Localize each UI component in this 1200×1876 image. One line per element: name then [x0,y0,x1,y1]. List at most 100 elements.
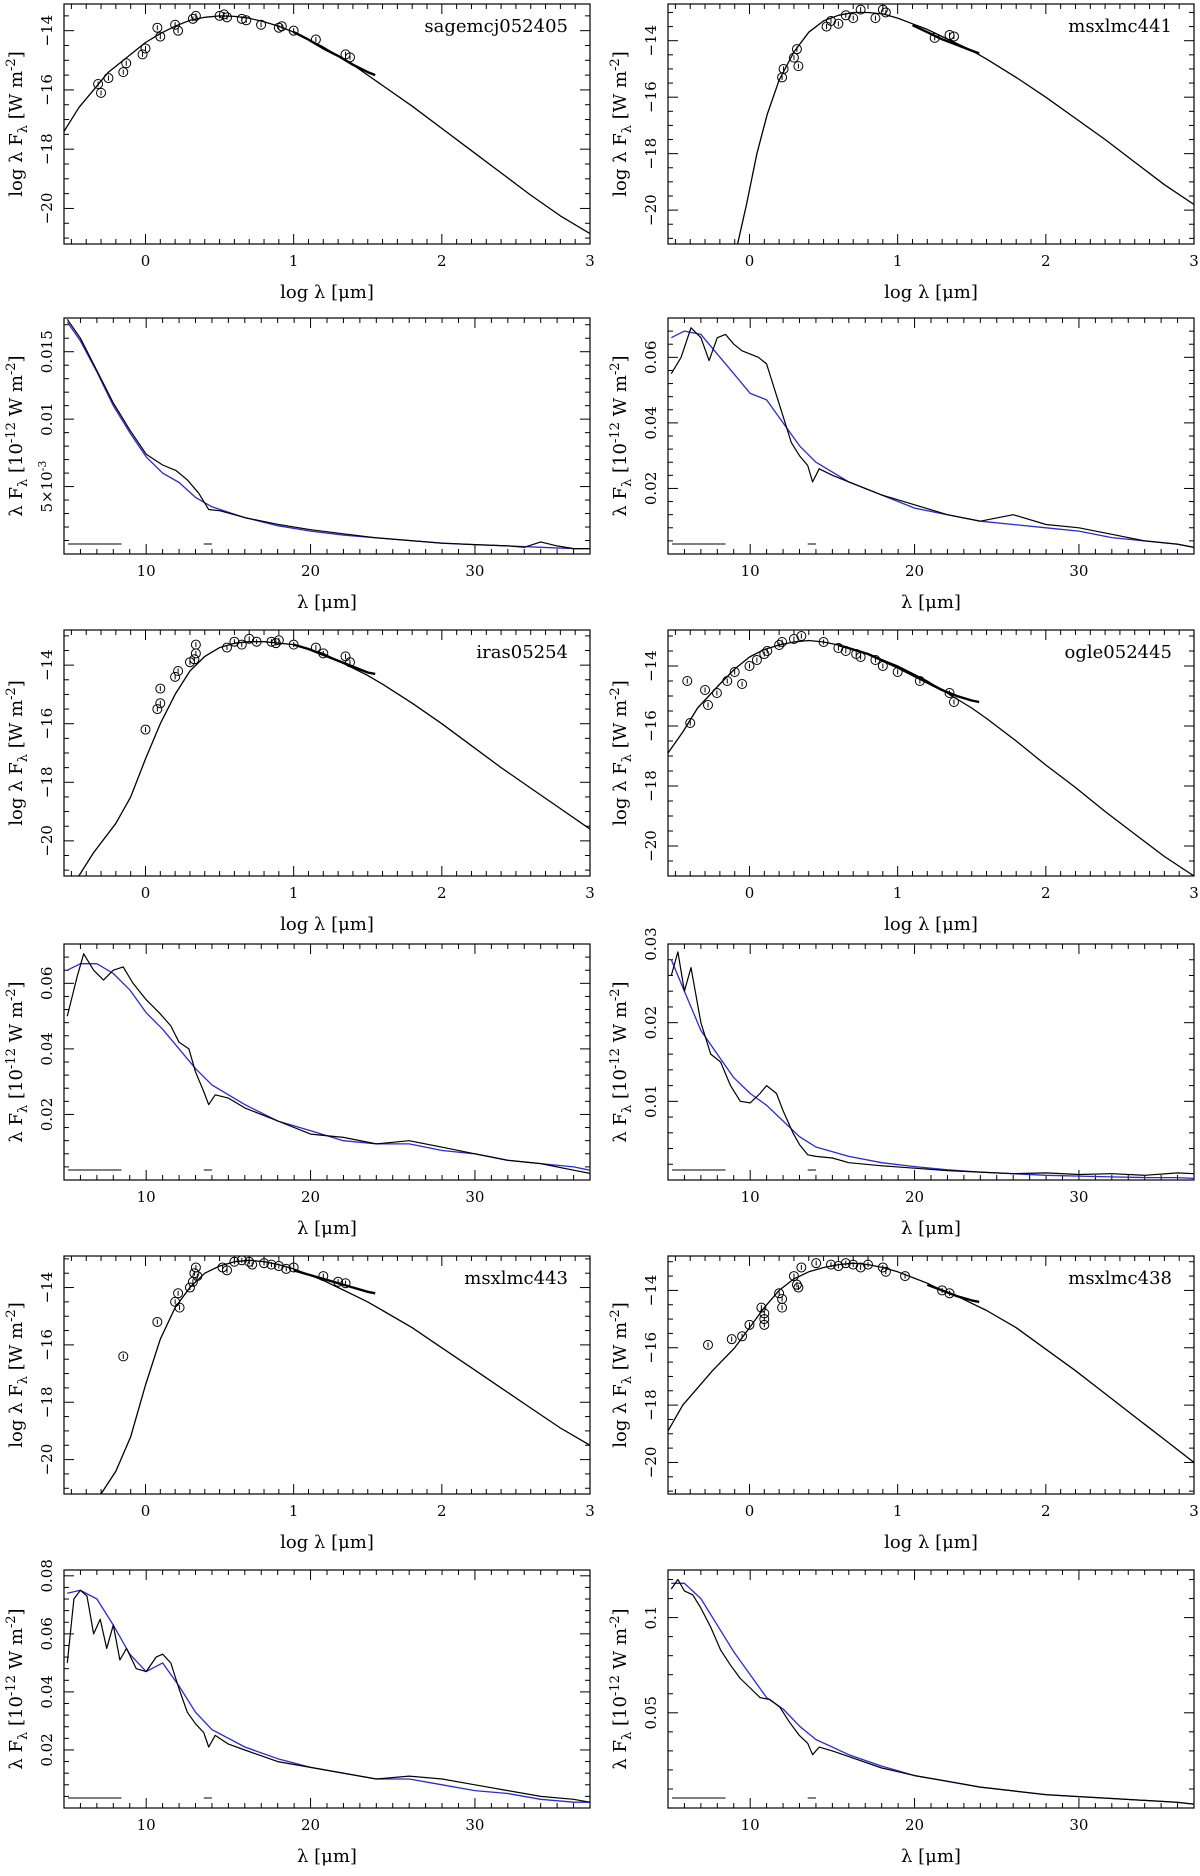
photometry-point [825,1259,836,1270]
x-tick-label: 20 [301,1188,320,1206]
photometry-point [229,1256,240,1267]
series-model [67,963,590,1171]
photometry-point [174,1302,185,1313]
photometry-point [791,1279,802,1290]
photometry-point [855,652,866,662]
photometry-point [190,639,201,650]
y-tick-label: 0.05 [642,1696,660,1729]
source-label: msxlmc438 [1068,1268,1172,1289]
y-tick-label: −16 [38,708,56,740]
series-observed [838,643,980,704]
x-tick-label: 20 [301,1816,320,1834]
plot-frame [667,3,1195,245]
y-axis-label: λ Fλ [10-12 W m-2] [608,355,635,516]
photometry-point [244,1256,255,1267]
y-tick-label: −18 [38,1386,56,1418]
photometry-point [152,704,163,715]
photometry-point [152,1316,163,1327]
photometry-point [241,15,252,26]
series-model [66,321,590,550]
plot-area [670,1578,1194,1805]
photometry-point [777,637,788,647]
photometry-point [825,15,836,26]
plot-frame [63,1569,591,1809]
photometry-point [840,646,851,656]
photometry-point [726,1334,737,1345]
series-model [671,1582,1194,1805]
plot-area [668,1258,1194,1464]
series-model [78,641,590,876]
x-tick-label: 0 [141,252,151,270]
photometry-points [682,631,959,728]
x-axis-label: λ [μm] [297,592,357,613]
y-tick-label: 0.02 [642,1006,660,1039]
photometry-point [751,655,762,665]
panel-6: 0 1 2 3 −14 −16 −18 −20 log λ [μm] log λ Fλ [W m-… [608,629,1199,935]
photometry-point [833,18,844,29]
y-tick-label: −16 [38,74,56,106]
photometry-point [118,67,129,78]
photometry-points [777,4,959,83]
plot-area [64,9,590,235]
photometry-point [944,1288,955,1299]
y-axis-label: log λ Fλ [W m-2] [4,680,31,825]
photometry-point [863,1259,874,1270]
y-tick-label: −20 [642,830,660,862]
x-tick-label: 30 [465,562,484,580]
photometry-point [729,667,740,677]
y-tick-label: −16 [38,1329,56,1361]
photometry-point [877,4,888,15]
photometry-point [948,31,959,42]
x-tick-label: 3 [585,1502,595,1520]
photometry-point [900,1271,911,1282]
y-tick-label: −18 [642,138,660,170]
photometry-point [848,13,859,24]
y-axis-label: log λ Fλ [W m-2] [608,1302,635,1447]
plot-area [66,318,590,550]
photometry-point [266,1259,277,1270]
photometry-point [877,661,888,671]
plot-area [736,4,1194,244]
panel-4: 10 20 30 0.06 0.04 0.02 λ [μm] λ Fλ [10-12 W m-… [608,317,1195,613]
source-label: ogle052445 [1065,642,1172,663]
photometry-point [811,1258,822,1269]
photometry-point [344,657,355,668]
photometry-point [737,1331,748,1342]
photometry-point [796,631,807,641]
photometry-point [221,1265,232,1276]
y-axis-label: λ Fλ [10-12 W m-2] [4,981,31,1142]
y-tick-label: 0.02 [38,1098,56,1131]
plot-area [670,327,1194,549]
x-axis-label: λ [μm] [297,1846,357,1867]
photometry-point [121,58,132,69]
photometry-point [777,1302,788,1313]
photometry-point [756,1302,767,1313]
photometry-point [189,1268,200,1279]
x-axis-label: λ [μm] [901,1846,961,1867]
plot-area [78,633,590,876]
photometry-point [310,642,321,653]
x-axis-label: log λ [μm] [280,914,374,935]
x-tick-label: 1 [289,252,299,270]
plot-frame [63,629,591,877]
source-label: msxlmc441 [1068,16,1172,37]
photometry-point [759,1319,770,1330]
y-axis-label: log λ Fλ [W m-2] [608,51,635,196]
photometry-point [796,1262,807,1273]
x-tick-label: 10 [137,562,156,580]
photometry-points [703,1258,955,1350]
y-tick-label: 5×10-3 [36,461,56,513]
y-tick-label: 0.02 [38,1733,56,1766]
source-label: iras05254 [476,642,568,663]
photometry-point [685,718,696,728]
x-tick-label: 30 [465,1188,484,1206]
photometry-point [914,676,925,686]
photometry-point [221,642,232,653]
plot-area [670,951,1194,1180]
photometry-point [774,1288,785,1299]
x-tick-label: 3 [585,884,595,902]
x-tick-label: 30 [1069,1816,1088,1834]
panel-12: 10 20 30 0.1 0.05 λ [μm] λ Fλ [10-12 W m-2] [608,1569,1195,1867]
y-axis-label: λ Fλ [10-12 W m-2] [608,1608,635,1769]
y-axis-label: λ Fλ [10-12 W m-2] [4,355,31,516]
